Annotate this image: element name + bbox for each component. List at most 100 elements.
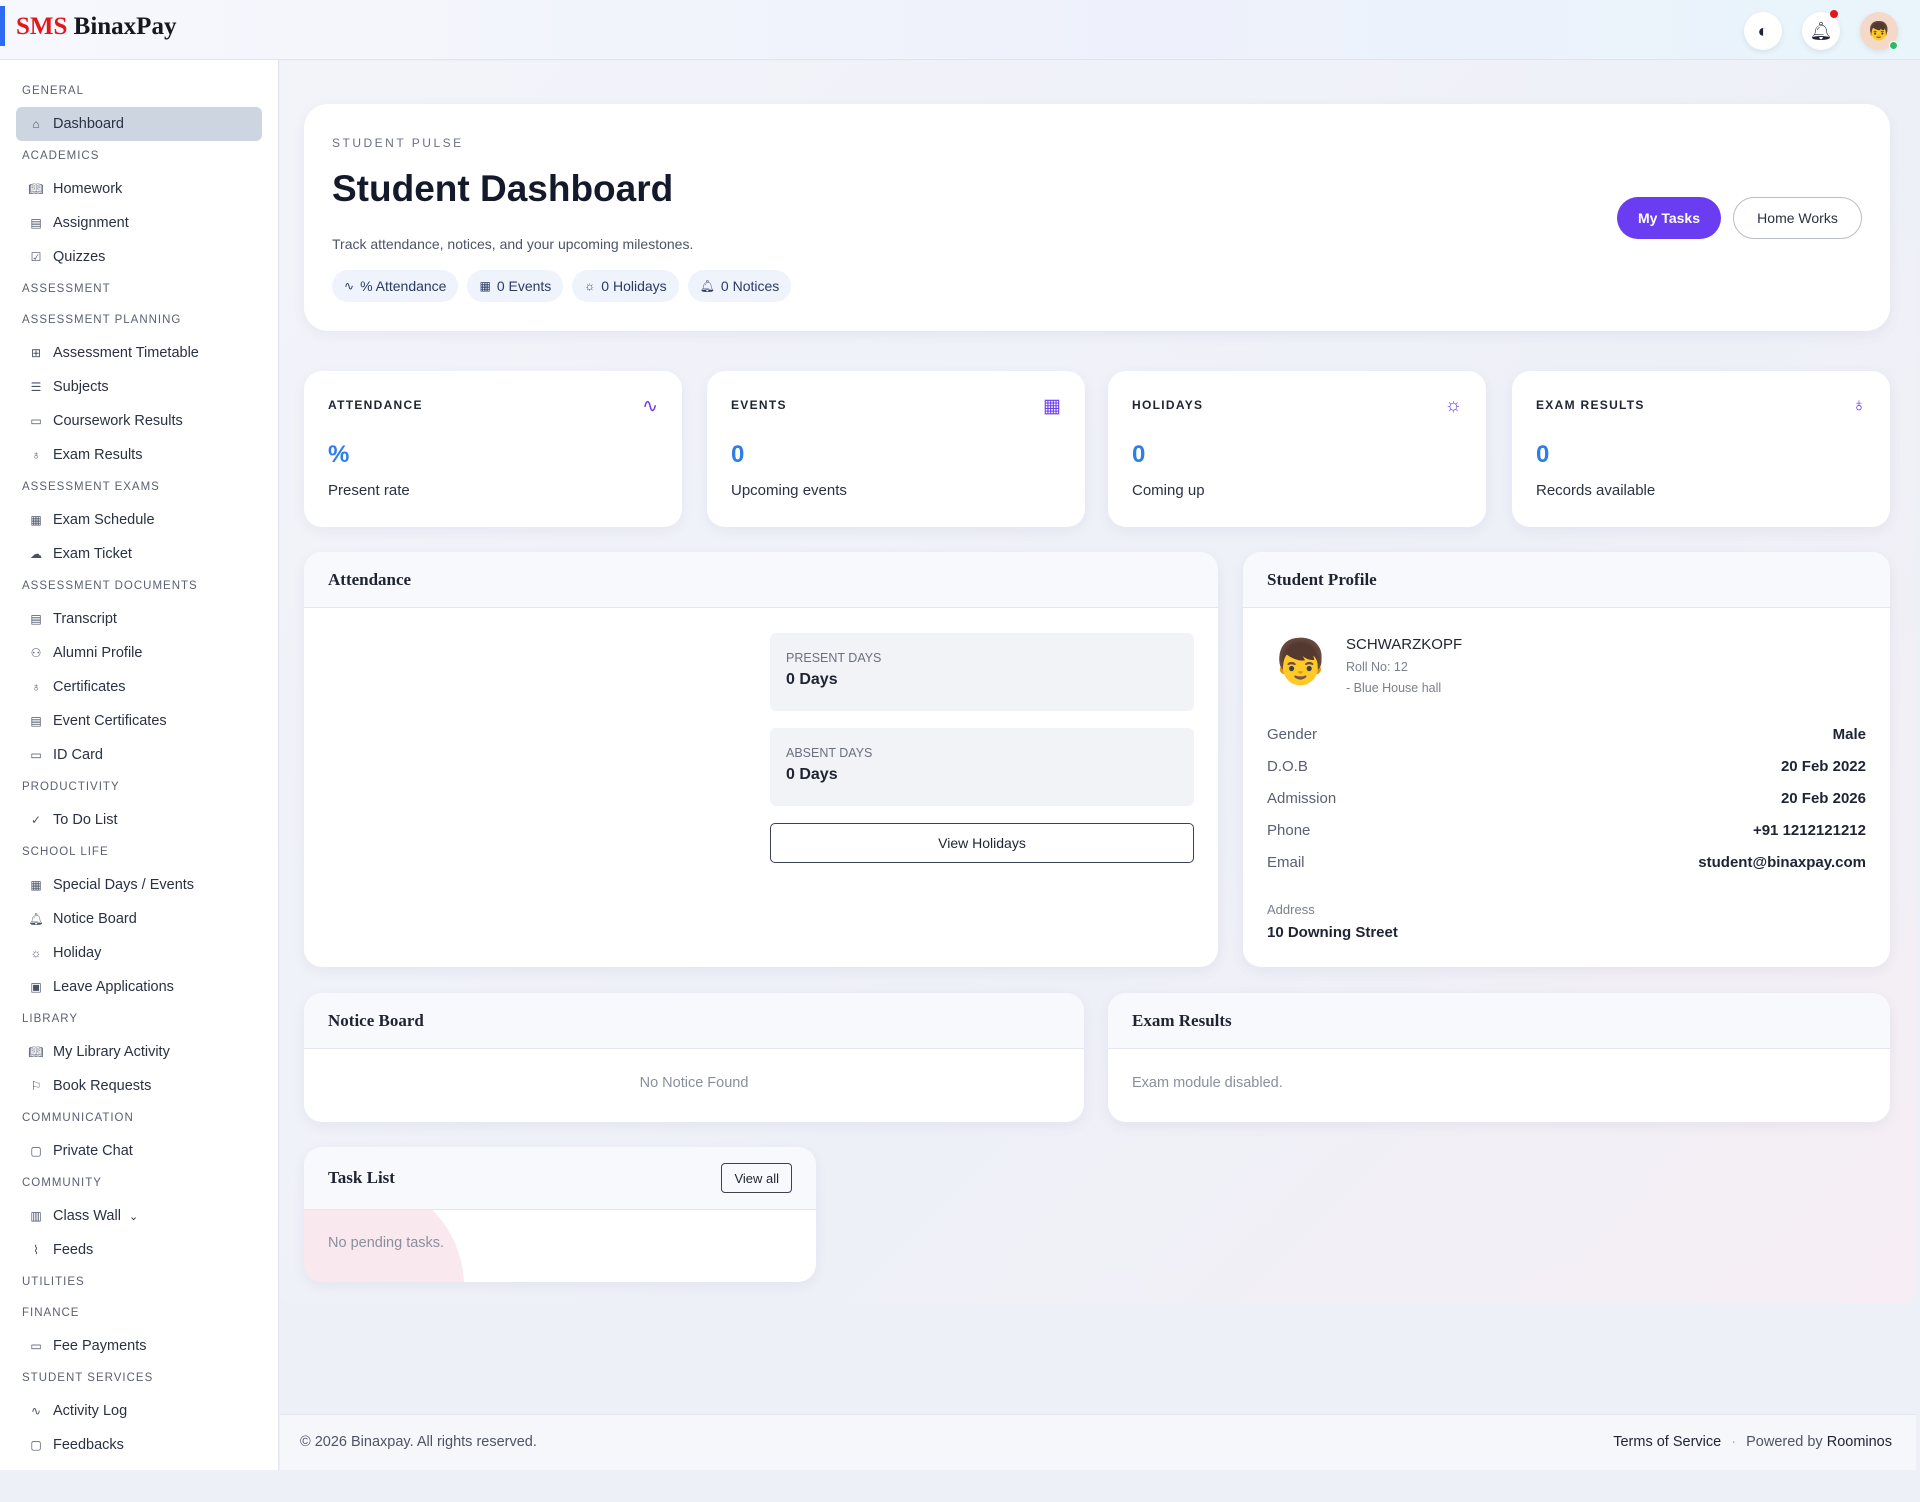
sidebar-item-event-certificates[interactable]: ▤ Event Certificates bbox=[16, 704, 262, 738]
theme-toggle-icon[interactable]: ◐ bbox=[1744, 12, 1782, 50]
sidebar-section-label: ASSESSMENT EXAMS bbox=[22, 481, 160, 493]
chip-activity[interactable]: ∿% Attendance bbox=[332, 270, 459, 302]
sidebar-item-special-days-events[interactable]: ▦ Special Days / Events bbox=[16, 868, 262, 902]
student-avatar: 👦 bbox=[1273, 638, 1328, 687]
sidebar-item-label: Subjects bbox=[53, 379, 109, 395]
book-icon: 📖︎ bbox=[28, 182, 44, 196]
page-title: Student Dashboard bbox=[332, 168, 674, 209]
chip-sun[interactable]: ☼ 0 Holidays bbox=[572, 270, 679, 302]
grid-icon: ⊞ bbox=[30, 346, 42, 360]
book-icon: 📖︎ bbox=[28, 1045, 44, 1059]
hero-subtitle: Track attendance, notices, and your upco… bbox=[332, 236, 694, 252]
sidebar-item-label: Special Days / Events bbox=[53, 877, 195, 893]
accent-bar bbox=[0, 6, 5, 46]
sidebar-item-id-card[interactable]: ▭ ID Card bbox=[16, 738, 262, 772]
bookmark-icon: ⚐ bbox=[30, 1079, 42, 1093]
stat-label: HOLIDAYS bbox=[1132, 398, 1204, 412]
sidebar-item-notice-board[interactable]: 🔔︎ Notice Board bbox=[16, 902, 262, 936]
sidebar-item-label: Holiday bbox=[53, 945, 102, 961]
online-status-dot bbox=[1889, 41, 1898, 50]
sidebar-item-dashboard[interactable]: ⌂ Dashboard bbox=[16, 107, 262, 141]
roominos-link[interactable]: Roominos bbox=[1826, 1434, 1892, 1450]
sidebar-item-to-do-list[interactable]: ✓ To Do List bbox=[16, 803, 262, 837]
top-header: SMS BinaxPay ◐ 🔔︎ 👦 bbox=[0, 0, 1920, 60]
sidebar-item-feedbacks[interactable]: ▢ Feedbacks bbox=[16, 1428, 262, 1462]
view-all-button[interactable]: View all bbox=[721, 1163, 792, 1193]
file-icon: ▤ bbox=[30, 216, 42, 230]
briefcase-icon: ▣ bbox=[30, 980, 42, 994]
rss-icon: ⌇ bbox=[33, 1243, 39, 1257]
sidebar-item-exam-results[interactable]: ♁ Exam Results bbox=[16, 438, 262, 472]
file-icon: ▤ bbox=[30, 714, 42, 728]
notification-bell-icon[interactable]: 🔔︎ bbox=[1802, 10, 1840, 50]
sidebar-item-label: Fee Payments bbox=[53, 1338, 147, 1354]
sidebar-item-private-chat[interactable]: ▢ Private Chat bbox=[16, 1134, 262, 1168]
sidebar-item-coursework-results[interactable]: ▭ Coursework Results bbox=[16, 404, 262, 438]
view-holidays-button[interactable]: View Holidays bbox=[770, 823, 1194, 863]
panel-title: Student Profile bbox=[1243, 552, 1890, 608]
stat-description: Coming up bbox=[1132, 482, 1205, 499]
sidebar-item-quizzes[interactable]: ☑ Quizzes bbox=[16, 240, 262, 274]
stat-value: % bbox=[328, 441, 350, 468]
sidebar-item-certificates[interactable]: ♁ Certificates bbox=[16, 670, 262, 704]
sidebar-section-label: STUDENT SERVICES bbox=[22, 1372, 154, 1384]
logo[interactable]: SMS BinaxPay bbox=[16, 13, 177, 40]
user-avatar[interactable]: 👦 bbox=[1860, 12, 1898, 50]
chip-bell[interactable]: 🔔︎ 0 Notices bbox=[687, 270, 792, 302]
calendar-icon: ▦ bbox=[479, 279, 491, 293]
sidebar-item-homework[interactable]: 📖︎ Homework bbox=[16, 172, 262, 206]
absent-days-box: ABSENT DAYS 0 Days bbox=[770, 728, 1194, 806]
sidebar-item-label: Private Chat bbox=[53, 1143, 133, 1159]
present-days-box: PRESENT DAYS 0 Days bbox=[770, 633, 1194, 711]
calendar-icon: ▦ bbox=[30, 513, 42, 527]
list-icon: ☰ bbox=[30, 380, 42, 394]
sidebar-item-label: ID Card bbox=[53, 747, 103, 763]
sidebar-item-label: Leave Applications bbox=[53, 979, 174, 995]
sidebar-section-label: UTILITIES bbox=[22, 1276, 85, 1288]
panel-title: Exam Results bbox=[1108, 993, 1890, 1049]
sidebar-item-activity-log[interactable]: ∿ Activity Log bbox=[16, 1394, 262, 1428]
sidebar-item-fee-payments[interactable]: ▭ Fee Payments bbox=[16, 1329, 262, 1363]
sidebar-item-label: Transcript bbox=[53, 611, 117, 627]
sidebar-item-holiday[interactable]: ☼ Holiday bbox=[16, 936, 262, 970]
task-list-panel: Task List View all No pending tasks. bbox=[304, 1147, 816, 1282]
profile-row-email: Email student@binaxpay.com bbox=[1267, 854, 1866, 871]
sidebar-item-label: Assignment bbox=[53, 215, 129, 231]
sidebar-item-label: To Do List bbox=[53, 812, 118, 828]
sidebar-item-label: Homework bbox=[53, 181, 123, 197]
sidebar-item-exam-ticket[interactable]: ☁ Exam Ticket bbox=[16, 537, 262, 571]
sidebar-item-label: Dashboard bbox=[53, 116, 124, 132]
home-works-button[interactable]: Home Works bbox=[1733, 197, 1862, 239]
sidebar-item-assessment-timetable[interactable]: ⊞ Assessment Timetable bbox=[16, 336, 262, 370]
sidebar-item-transcript[interactable]: ▤ Transcript bbox=[16, 602, 262, 636]
stat-label: ATTENDANCE bbox=[328, 398, 423, 412]
sidebar-item-exam-schedule[interactable]: ▦ Exam Schedule bbox=[16, 503, 262, 537]
file-icon: ▤ bbox=[30, 612, 42, 626]
sidebar-item-subjects[interactable]: ☰ Subjects bbox=[16, 370, 262, 404]
stat-value: 0 bbox=[1132, 441, 1146, 468]
sidebar-section-label: SCHOOL LIFE bbox=[22, 846, 109, 858]
my-tasks-button[interactable]: My Tasks bbox=[1617, 197, 1721, 239]
stat-value: 0 bbox=[1536, 441, 1550, 468]
sidebar-item-leave-applications[interactable]: ▣ Leave Applications bbox=[16, 970, 262, 1004]
panel-title: Notice Board bbox=[304, 993, 1084, 1049]
checkbox-icon: ☑ bbox=[30, 250, 42, 264]
sidebar: GENERAL ⌂ Dashboard ACADEMICS 📖︎ Homework ▤ Ass… bbox=[0, 60, 279, 1470]
sidebar-section-label: PRODUCTIVITY bbox=[22, 781, 120, 793]
sidebar-item-assignment[interactable]: ▤ Assignment bbox=[16, 206, 262, 240]
sidebar-item-class-wall[interactable]: ▥ Class Wall ⌄ bbox=[16, 1199, 262, 1233]
sidebar-item-label: Event Certificates bbox=[53, 713, 167, 729]
student-profile-panel: Student Profile 👦 SCHWARZKOPF Roll No: 1… bbox=[1243, 552, 1890, 967]
stat-label: EXAM RESULTS bbox=[1536, 398, 1645, 412]
house: - Blue House hall bbox=[1346, 681, 1442, 695]
chip-calendar[interactable]: ▦ 0 Events bbox=[467, 270, 564, 302]
sidebar-item-my-library-activity[interactable]: 📖︎ My Library Activity bbox=[16, 1035, 262, 1069]
sidebar-item-label: My Library Activity bbox=[53, 1044, 170, 1060]
sidebar-item-feeds[interactable]: ⌇ Feeds bbox=[16, 1233, 262, 1267]
sidebar-item-alumni-profile[interactable]: ⚇ Alumni Profile bbox=[16, 636, 262, 670]
card-icon: ▭ bbox=[30, 748, 42, 762]
calendar-icon: ▦ bbox=[30, 878, 42, 892]
terms-link[interactable]: Terms of Service bbox=[1613, 1434, 1722, 1450]
sidebar-item-book-requests[interactable]: ⚐ Book Requests bbox=[16, 1069, 262, 1103]
exam-results-panel: Exam Results Exam module disabled. bbox=[1108, 993, 1890, 1122]
